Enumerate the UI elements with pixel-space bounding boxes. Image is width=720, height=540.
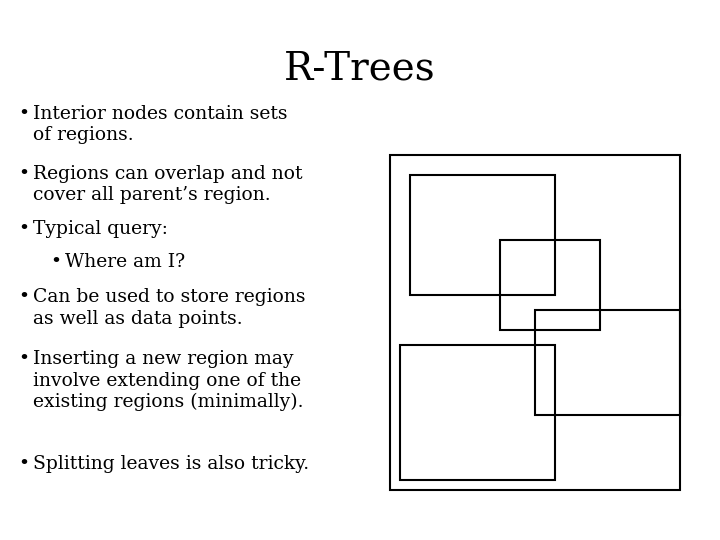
Text: Where am I?: Where am I? [65, 253, 185, 271]
Text: •: • [18, 165, 29, 183]
Text: •: • [18, 105, 29, 123]
Bar [410, 175, 555, 295]
Text: Typical query:: Typical query: [33, 220, 168, 238]
Text: R-Trees: R-Trees [284, 50, 436, 87]
Text: •: • [18, 350, 29, 368]
Text: Splitting leaves is also tricky.: Splitting leaves is also tricky. [33, 455, 309, 473]
Text: •: • [50, 253, 61, 271]
Bar [500, 240, 600, 330]
Text: Interior nodes contain sets
of regions.: Interior nodes contain sets of regions. [33, 105, 287, 145]
Text: Regions can overlap and not
cover all parent’s region.: Regions can overlap and not cover all pa… [33, 165, 302, 205]
Bar [390, 155, 680, 490]
Text: •: • [18, 455, 29, 473]
Text: Inserting a new region may
involve extending one of the
existing regions (minima: Inserting a new region may involve exten… [33, 350, 304, 411]
Bar [400, 345, 555, 480]
Text: Can be used to store regions
as well as data points.: Can be used to store regions as well as … [33, 288, 305, 327]
Text: •: • [18, 220, 29, 238]
Text: •: • [18, 288, 29, 306]
Bar [535, 310, 680, 415]
